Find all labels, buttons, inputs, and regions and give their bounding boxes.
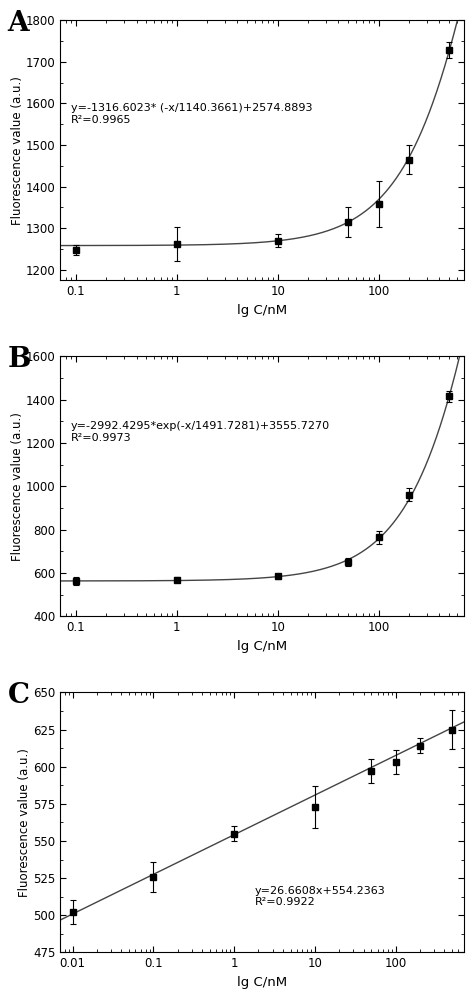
Text: C: C	[8, 682, 29, 709]
Text: y=-2992.4295*exp(-x/1491.7281)+3555.7270
R²=0.9973: y=-2992.4295*exp(-x/1491.7281)+3555.7270…	[71, 421, 330, 443]
Text: B: B	[8, 346, 31, 373]
X-axis label: lg C/nM: lg C/nM	[237, 640, 287, 653]
Text: y=-1316.6023* (-x/1140.3661)+2574.8893
R²=0.9965: y=-1316.6023* (-x/1140.3661)+2574.8893 R…	[71, 103, 313, 125]
Y-axis label: Fluorescence value (a.u.): Fluorescence value (a.u.)	[19, 748, 31, 897]
X-axis label: lg C/nM: lg C/nM	[237, 976, 287, 989]
X-axis label: lg C/nM: lg C/nM	[237, 304, 287, 317]
Text: A: A	[8, 10, 29, 37]
Y-axis label: Fluorescence value (a.u.): Fluorescence value (a.u.)	[11, 412, 24, 561]
Y-axis label: Fluorescence value (a.u.): Fluorescence value (a.u.)	[11, 76, 24, 225]
Text: y=26.6608x+554.2363
R²=0.9922: y=26.6608x+554.2363 R²=0.9922	[255, 886, 386, 907]
